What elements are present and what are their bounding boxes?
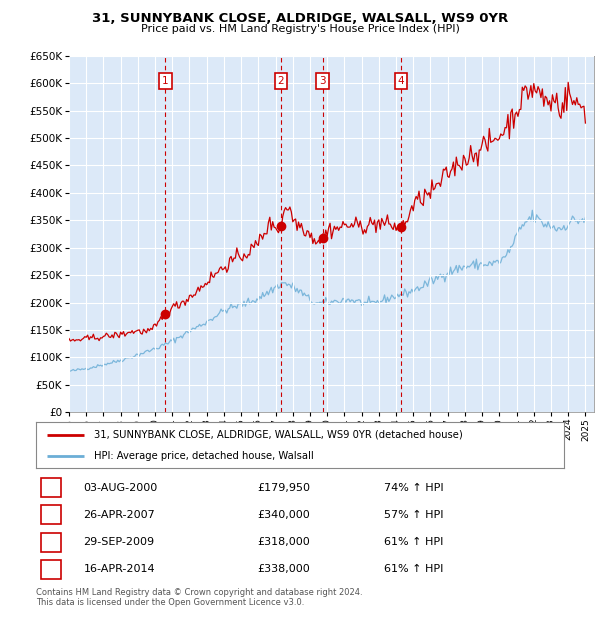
Text: This data is licensed under the Open Government Licence v3.0.: This data is licensed under the Open Gov… (36, 598, 304, 607)
Text: Contains HM Land Registry data © Crown copyright and database right 2024.: Contains HM Land Registry data © Crown c… (36, 588, 362, 597)
Text: 2: 2 (48, 510, 55, 520)
Text: 2: 2 (278, 76, 284, 86)
Text: HPI: Average price, detached house, Walsall: HPI: Average price, detached house, Wals… (94, 451, 314, 461)
FancyBboxPatch shape (41, 505, 61, 525)
Text: 1: 1 (48, 483, 55, 493)
Text: £340,000: £340,000 (258, 510, 311, 520)
Text: 57% ↑ HPI: 57% ↑ HPI (385, 510, 444, 520)
Text: 29-SEP-2009: 29-SEP-2009 (83, 537, 155, 547)
Text: 1: 1 (162, 76, 169, 86)
Text: 3: 3 (320, 76, 326, 86)
FancyBboxPatch shape (41, 479, 61, 497)
Text: 4: 4 (48, 564, 55, 574)
Text: 31, SUNNYBANK CLOSE, ALDRIDGE, WALSALL, WS9 0YR: 31, SUNNYBANK CLOSE, ALDRIDGE, WALSALL, … (92, 12, 508, 25)
Text: 03-AUG-2000: 03-AUG-2000 (83, 483, 158, 493)
Bar (165, 56, 281, 412)
Text: 31, SUNNYBANK CLOSE, ALDRIDGE, WALSALL, WS9 0YR (detached house): 31, SUNNYBANK CLOSE, ALDRIDGE, WALSALL, … (94, 430, 463, 440)
Text: Price paid vs. HM Land Registry's House Price Index (HPI): Price paid vs. HM Land Registry's House … (140, 24, 460, 33)
Text: £179,950: £179,950 (258, 483, 311, 493)
Text: 74% ↑ HPI: 74% ↑ HPI (385, 483, 444, 493)
Text: 61% ↑ HPI: 61% ↑ HPI (385, 537, 444, 547)
Text: £338,000: £338,000 (258, 564, 311, 574)
Text: 26-APR-2007: 26-APR-2007 (83, 510, 155, 520)
Text: £318,000: £318,000 (258, 537, 311, 547)
Bar (323, 56, 401, 412)
Text: 16-APR-2014: 16-APR-2014 (83, 564, 155, 574)
Text: 4: 4 (398, 76, 404, 86)
Text: 61% ↑ HPI: 61% ↑ HPI (385, 564, 444, 574)
Text: 3: 3 (48, 537, 55, 547)
FancyBboxPatch shape (41, 533, 61, 552)
FancyBboxPatch shape (41, 560, 61, 578)
